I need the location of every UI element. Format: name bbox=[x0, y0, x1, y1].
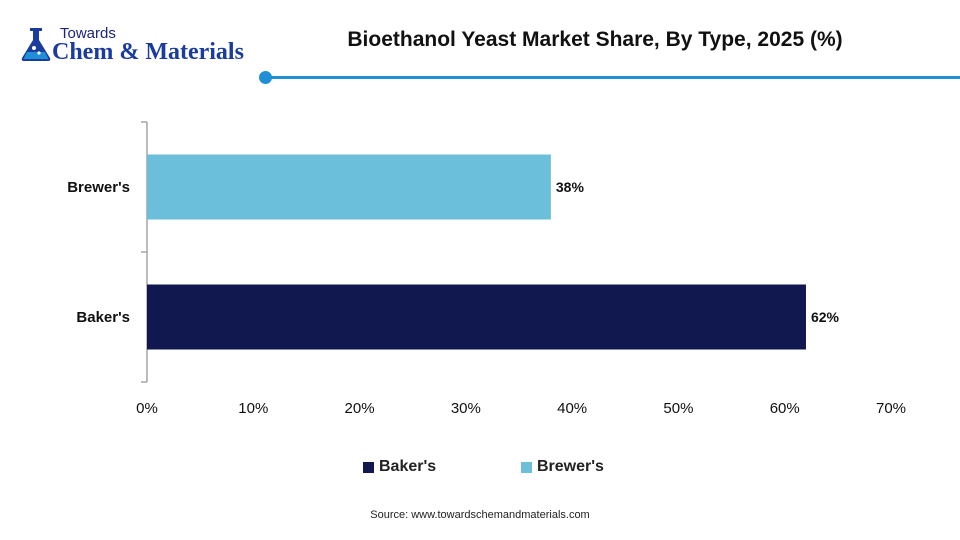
legend-item: Brewer's bbox=[521, 458, 604, 476]
x-tick-label: 50% bbox=[663, 400, 693, 417]
x-tick-label: 60% bbox=[770, 400, 800, 417]
x-tick-label: 10% bbox=[238, 400, 268, 417]
bar-bakers bbox=[147, 284, 806, 350]
data-label: 38% bbox=[556, 179, 585, 195]
data-label: 62% bbox=[811, 309, 840, 325]
legend-swatch bbox=[363, 461, 374, 473]
logo-top-text: Towards bbox=[60, 25, 116, 42]
category-label: Baker's bbox=[76, 309, 130, 326]
x-tick-label: 20% bbox=[345, 400, 375, 417]
bar-brewers bbox=[147, 154, 551, 220]
logo-main-text: Chem & Materials bbox=[52, 39, 244, 65]
x-tick-label: 30% bbox=[451, 400, 481, 417]
legend-item: Baker's bbox=[363, 458, 436, 476]
x-tick-label: 70% bbox=[876, 400, 906, 417]
legend-swatch bbox=[521, 461, 532, 473]
chart-legend: Baker's Brewer's bbox=[0, 458, 960, 482]
flask-icon bbox=[21, 28, 51, 61]
source-note: Source: www.towardschemandmaterials.com bbox=[370, 509, 590, 521]
brand-logo: Towards Chem & Materials bbox=[14, 22, 264, 68]
legend-label: Baker's bbox=[379, 458, 437, 475]
x-tick-label: 0% bbox=[136, 400, 158, 417]
divider-dot bbox=[259, 71, 272, 84]
chart-title: Bioethanol Yeast Market Share, By Type, … bbox=[347, 28, 843, 51]
category-label: Brewer's bbox=[67, 179, 130, 196]
x-tick-label: 40% bbox=[557, 400, 587, 417]
divider-line bbox=[268, 76, 960, 79]
legend-label: Brewer's bbox=[537, 458, 604, 475]
